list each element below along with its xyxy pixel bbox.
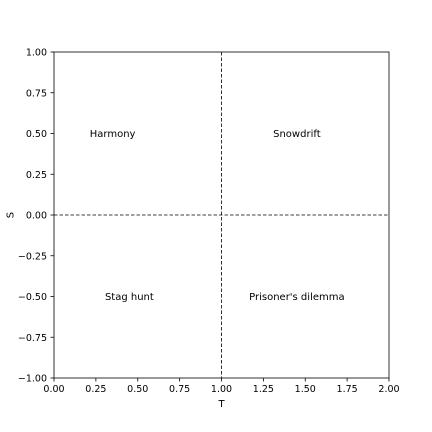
x-tick-label: 1.50 bbox=[295, 384, 316, 395]
plot-area-frame bbox=[53, 51, 390, 379]
x-tick-label: 2.00 bbox=[378, 384, 399, 395]
y-tick-label: 0.75 bbox=[26, 88, 47, 99]
y-tick-label: 0.25 bbox=[26, 170, 47, 181]
quadrant-label: Prisoner's dilemma bbox=[249, 292, 344, 303]
x-tick-label: 1.25 bbox=[253, 384, 274, 395]
quadrant-label: Harmony bbox=[90, 129, 136, 140]
x-tick-label: 0.00 bbox=[43, 384, 64, 395]
x-tick-label: 0.50 bbox=[127, 384, 148, 395]
ticks-layer: 0.00 0.25 0.50 0.75 1.00 1.25 1.50 1.75 2.00 −1.0… bbox=[18, 48, 400, 396]
y-axis-label: S bbox=[6, 212, 17, 218]
x-tick-label: 1.75 bbox=[337, 384, 358, 395]
y-tick-label: 0.50 bbox=[26, 129, 47, 140]
x-tick-label: 0.75 bbox=[169, 384, 190, 395]
y-tick-label: −0.50 bbox=[18, 292, 47, 303]
y-tick-label: −0.25 bbox=[18, 251, 47, 262]
y-tick-label: −1.00 bbox=[18, 374, 47, 385]
x-axis-label: T bbox=[217, 399, 225, 410]
x-tick-label: 1.00 bbox=[211, 384, 232, 395]
x-tick-label: 0.25 bbox=[85, 384, 106, 395]
y-tick-label: 1.00 bbox=[26, 48, 47, 59]
reference-lines bbox=[54, 52, 389, 378]
y-tick-label: −0.75 bbox=[18, 333, 47, 344]
quadrant-label: Stag hunt bbox=[105, 292, 154, 303]
annotations: Harmony Snowdrift Stag hunt Prisoner's dile… bbox=[90, 129, 345, 303]
quadrant-label: Snowdrift bbox=[273, 129, 321, 140]
y-tick-label: 0.00 bbox=[26, 211, 47, 222]
